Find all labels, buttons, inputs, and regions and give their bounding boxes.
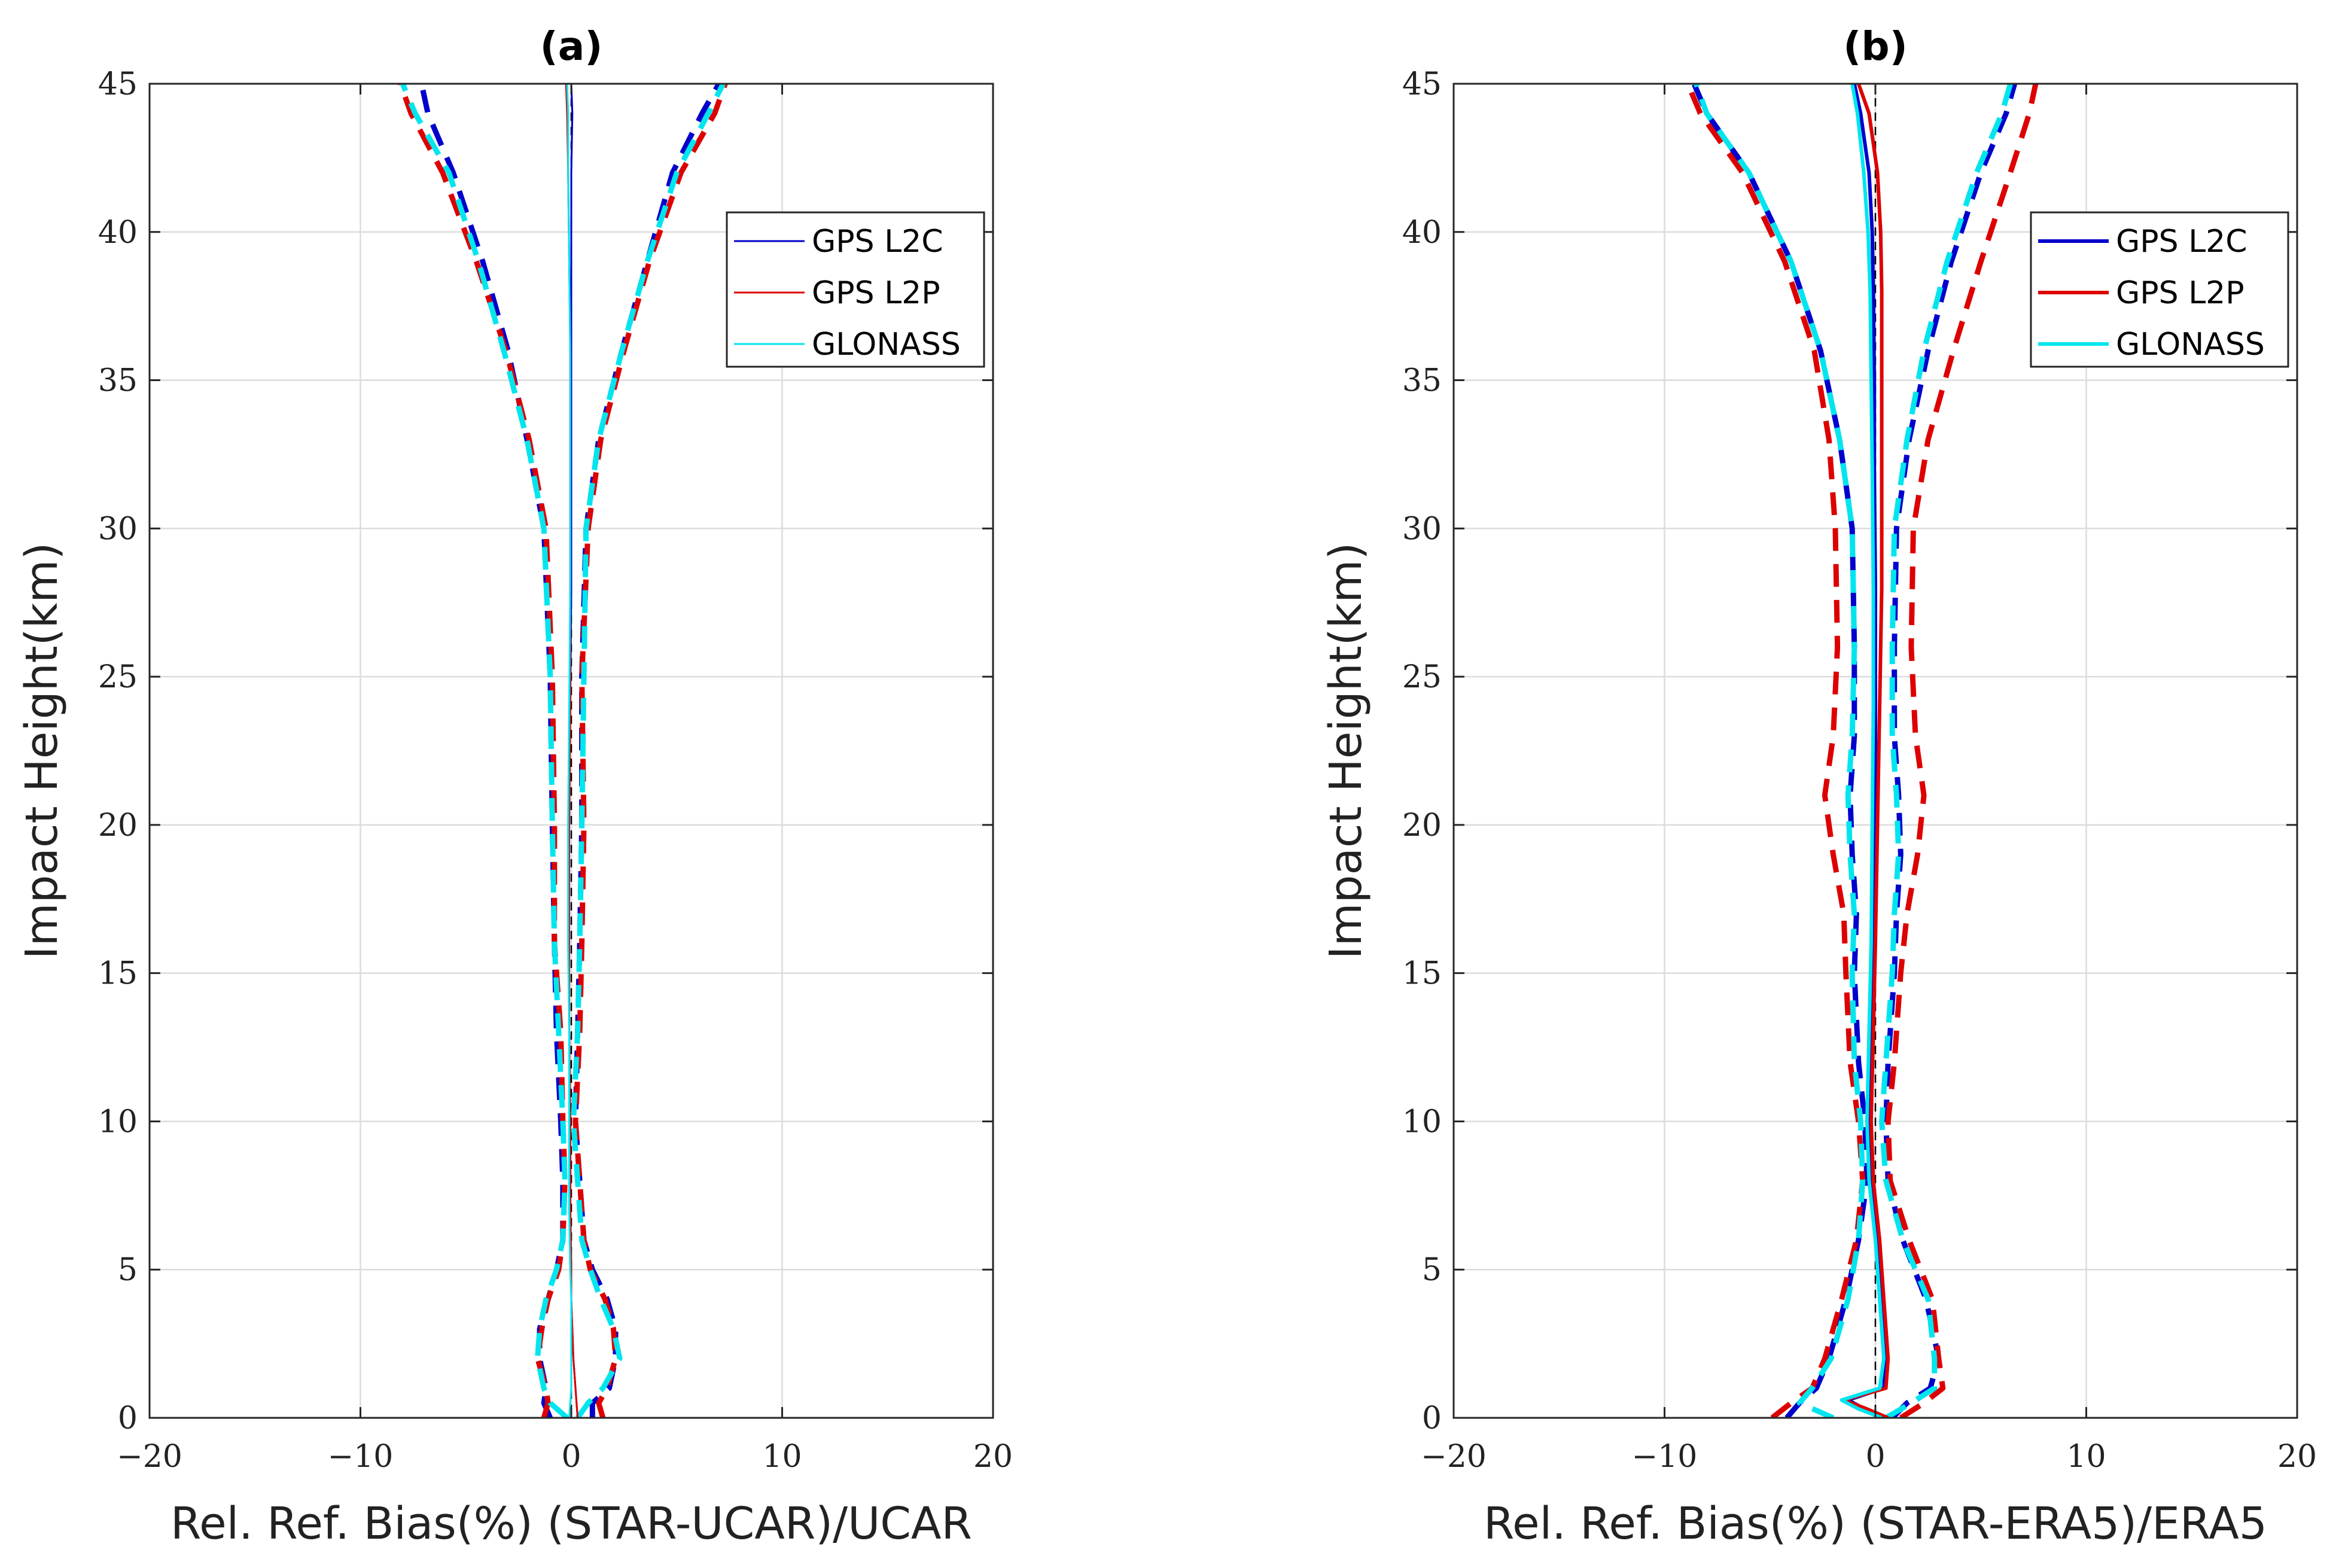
series-line-8 [1879,84,2013,1418]
y-tick-label: 45 [98,66,138,102]
chart-panel-a: −20 −10 0 10 20 0 5 10 15 20 25 30 35 40 45 (a) Rel. Ref… [16,23,1013,1549]
legend: GPS L2C GPS L2P GLONASS [2030,211,2289,368]
y-tick-label: 45 [1402,66,1442,102]
x-tick-label: 0 [1865,1439,1885,1475]
y-tick-label: 20 [98,808,138,844]
legend-entry: GLONASS [2116,327,2265,363]
series-line-5 [1685,84,1866,1418]
y-axis-label: Impact Height(km) [16,543,68,960]
y-tick-label: 15 [98,956,138,992]
x-axis-label: Rel. Ref. Bias(%) (STAR-UCAR)/UCAR [170,1498,972,1549]
y-tick-label: 20 [1402,808,1442,844]
y-tick-label: 40 [98,215,138,251]
y-tick-label: 30 [98,511,138,547]
series-line-3 [1691,84,1870,1418]
series-line-7 [1694,84,1866,1418]
legend-box [2030,211,2289,368]
y-tick-label: 35 [1402,363,1442,399]
legend-entry: GPS L2P [812,275,940,311]
x-tick-label: −20 [1421,1439,1487,1475]
panel-title: (b) [1843,23,1908,69]
series-line-6 [1885,84,2039,1418]
y-tick-label: 5 [1422,1252,1442,1288]
y-tick-label: 10 [98,1104,138,1140]
y-tick-label: 25 [1402,659,1442,695]
y-tick-label: 5 [118,1252,138,1288]
x-tick-label: 20 [973,1439,1013,1475]
y-tick-label: 0 [118,1400,138,1436]
legend-entry: GPS L2C [812,224,943,260]
y-tick-label: 40 [1402,215,1442,251]
series-line-8 [571,84,726,1418]
x-tick-label: 0 [561,1439,581,1475]
y-axis-label: Impact Height(km) [1320,543,1372,960]
y-tick-label: 25 [98,659,138,695]
legend-entry: GPS L2P [2116,275,2244,311]
x-tick-label: 10 [762,1439,802,1475]
x-tick-label: −10 [328,1439,394,1475]
chart-panel-b: −20 −10 0 10 20 0 5 10 15 20 25 30 35 40 45 (b) Rel. Ref… [1320,23,2317,1549]
x-tick-label: 20 [2277,1439,2317,1475]
x-tick-label: −20 [117,1439,182,1475]
legend-box [726,211,985,368]
y-tick-label: 0 [1422,1400,1442,1436]
y-tick-label: 10 [1402,1104,1442,1140]
series-line-2 [566,84,572,1418]
series-line-0 [1846,84,1888,1418]
panel-title: (a) [540,23,603,69]
y-tick-label: 30 [1402,511,1442,547]
legend: GPS L2C GPS L2P GLONASS [726,211,985,368]
series-line-2 [1840,84,1886,1418]
x-tick-label: −10 [1632,1439,1698,1475]
y-tick-label: 35 [98,363,138,399]
series-line-1 [1842,84,1890,1418]
x-tick-label: 10 [2066,1439,2106,1475]
series-line-7 [400,84,569,1418]
legend-entry: GLONASS [812,327,961,363]
y-tick-label: 15 [1402,956,1442,992]
x-axis-label: Rel. Ref. Bias(%) (STAR-ERA5)/ERA5 [1484,1498,2267,1549]
legend-entry: GPS L2C [2116,224,2247,260]
